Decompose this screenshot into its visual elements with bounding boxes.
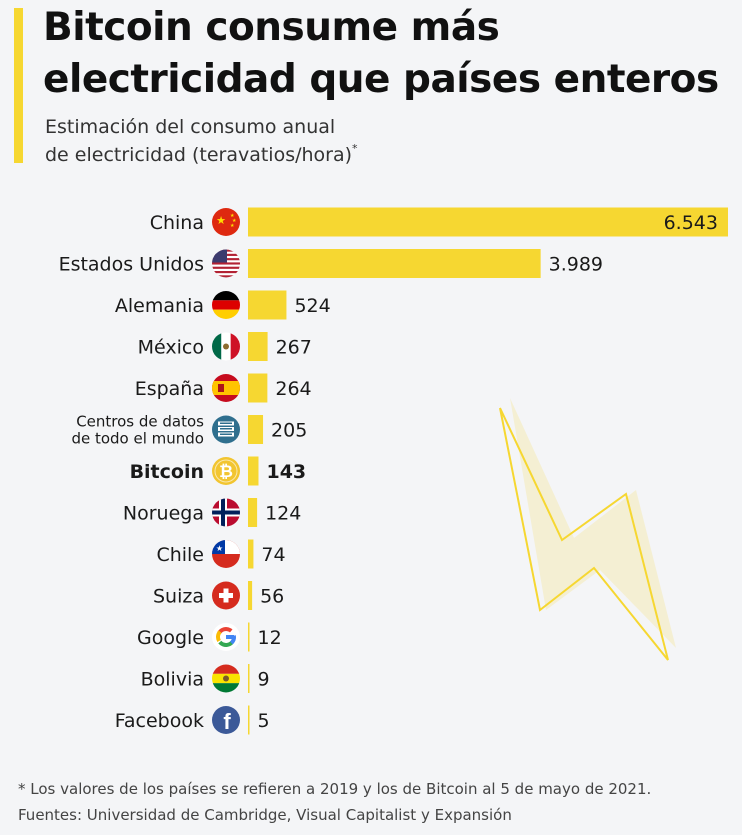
flag-switzerland-icon xyxy=(212,581,240,610)
value-label: 143 xyxy=(266,461,306,483)
data-center-icon xyxy=(212,415,240,444)
category-label: Facebook xyxy=(115,710,204,732)
svg-text:★: ★ xyxy=(232,218,237,224)
flag-chile-icon: ★ xyxy=(212,540,240,568)
value-label: 205 xyxy=(271,420,307,442)
flag-usa-icon xyxy=(212,249,240,278)
bar-row-estados-unidos: Estados Unidos 3.989 xyxy=(59,249,603,278)
bar xyxy=(248,249,541,278)
flag-norway-icon xyxy=(212,498,240,527)
bar xyxy=(248,581,253,610)
bar-row-chile: Chile ★ 74 xyxy=(156,539,286,569)
category-label: España xyxy=(135,378,204,400)
category-label: Estados Unidos xyxy=(59,254,204,276)
flag-china-icon: ★ ★★★ xyxy=(212,208,240,236)
bar-row-google: Google 12 xyxy=(137,622,282,652)
value-label: 5 xyxy=(258,710,270,732)
google-icon xyxy=(212,623,240,651)
chart-subtitle-line2: de electricidad (teravatios/hora)* xyxy=(45,141,645,169)
bar-row-espana: España 264 xyxy=(135,373,312,403)
svg-text:f: f xyxy=(223,709,231,734)
flag-spain-icon xyxy=(212,374,240,402)
category-label: Noruega xyxy=(123,503,204,525)
lightning-bolt-icon xyxy=(499,398,676,661)
bar xyxy=(248,332,268,361)
bar xyxy=(248,373,268,403)
category-label: Chile xyxy=(156,544,204,566)
bar xyxy=(248,207,728,237)
bar xyxy=(248,415,264,444)
bar-row-noruega: Noruega 124 xyxy=(123,498,301,527)
value-label: 74 xyxy=(261,544,285,566)
bar-row-bolivia: Bolivia 9 xyxy=(141,664,270,693)
bar xyxy=(248,705,250,735)
svg-text:★: ★ xyxy=(230,223,235,229)
bar xyxy=(248,664,250,693)
bar-row-centros-de-datos: Centros de datos de todo el mundo 205 xyxy=(71,413,307,448)
accent-bar xyxy=(14,8,23,163)
svg-text:₿: ₿ xyxy=(219,462,233,482)
value-label: 12 xyxy=(258,627,282,649)
svg-text:★: ★ xyxy=(230,213,235,219)
sources-note: Fuentes: Universidad de Cambridge, Visua… xyxy=(18,806,512,824)
bar-row-mexico: México 267 xyxy=(138,332,312,361)
svg-text:★: ★ xyxy=(216,215,226,227)
bar xyxy=(248,456,259,486)
flag-bolivia-icon xyxy=(212,664,240,693)
bar-row-alemania: Alemania 524 xyxy=(115,290,331,320)
subtitle-asterisk: * xyxy=(352,142,358,155)
value-label: 3.989 xyxy=(549,254,603,276)
category-label: Centros de datos de todo el mundo xyxy=(71,413,204,448)
svg-text:★: ★ xyxy=(216,544,223,553)
bar xyxy=(248,498,258,527)
bar-row-facebook: Facebook f 5 xyxy=(115,705,270,735)
category-label: Bolivia xyxy=(141,669,204,691)
chart-subtitle-line1: Estimación del consumo anual xyxy=(45,116,336,138)
value-label: 6.543 xyxy=(664,212,718,234)
value-label: 56 xyxy=(260,586,284,608)
category-label: Google xyxy=(137,627,204,649)
category-label: China xyxy=(150,212,204,234)
category-label: Alemania xyxy=(115,295,204,317)
value-label: 124 xyxy=(265,503,301,525)
category-label-line: Centros de datos xyxy=(76,413,204,431)
subtitle-text: de electricidad (teravatios/hora) xyxy=(45,144,353,166)
facebook-icon: f xyxy=(212,706,240,734)
value-label: 9 xyxy=(258,669,270,691)
flag-germany-icon xyxy=(212,291,240,319)
category-label: México xyxy=(138,337,204,359)
value-label: 267 xyxy=(276,337,312,359)
category-label: Suiza xyxy=(153,586,204,608)
flag-mexico-icon xyxy=(212,332,240,361)
category-label: Bitcoin xyxy=(130,461,204,483)
bar-row-bitcoin: Bitcoin ₿ 143 xyxy=(130,456,306,486)
bar-row-suiza: Suiza 56 xyxy=(153,581,284,610)
category-label-line: de todo el mundo xyxy=(71,430,204,448)
chart-title: Bitcoin consume más electricidad que paí… xyxy=(43,5,719,102)
footnote: * Los valores de los países se refieren … xyxy=(18,780,652,798)
bar xyxy=(248,539,254,569)
bar-row-china: China ★ ★★★ 6.543 xyxy=(150,207,728,237)
value-label: 264 xyxy=(275,378,311,400)
bar xyxy=(248,622,250,652)
bitcoin-icon: ₿ xyxy=(212,457,240,485)
value-label: 524 xyxy=(294,295,330,317)
bar xyxy=(248,290,287,320)
